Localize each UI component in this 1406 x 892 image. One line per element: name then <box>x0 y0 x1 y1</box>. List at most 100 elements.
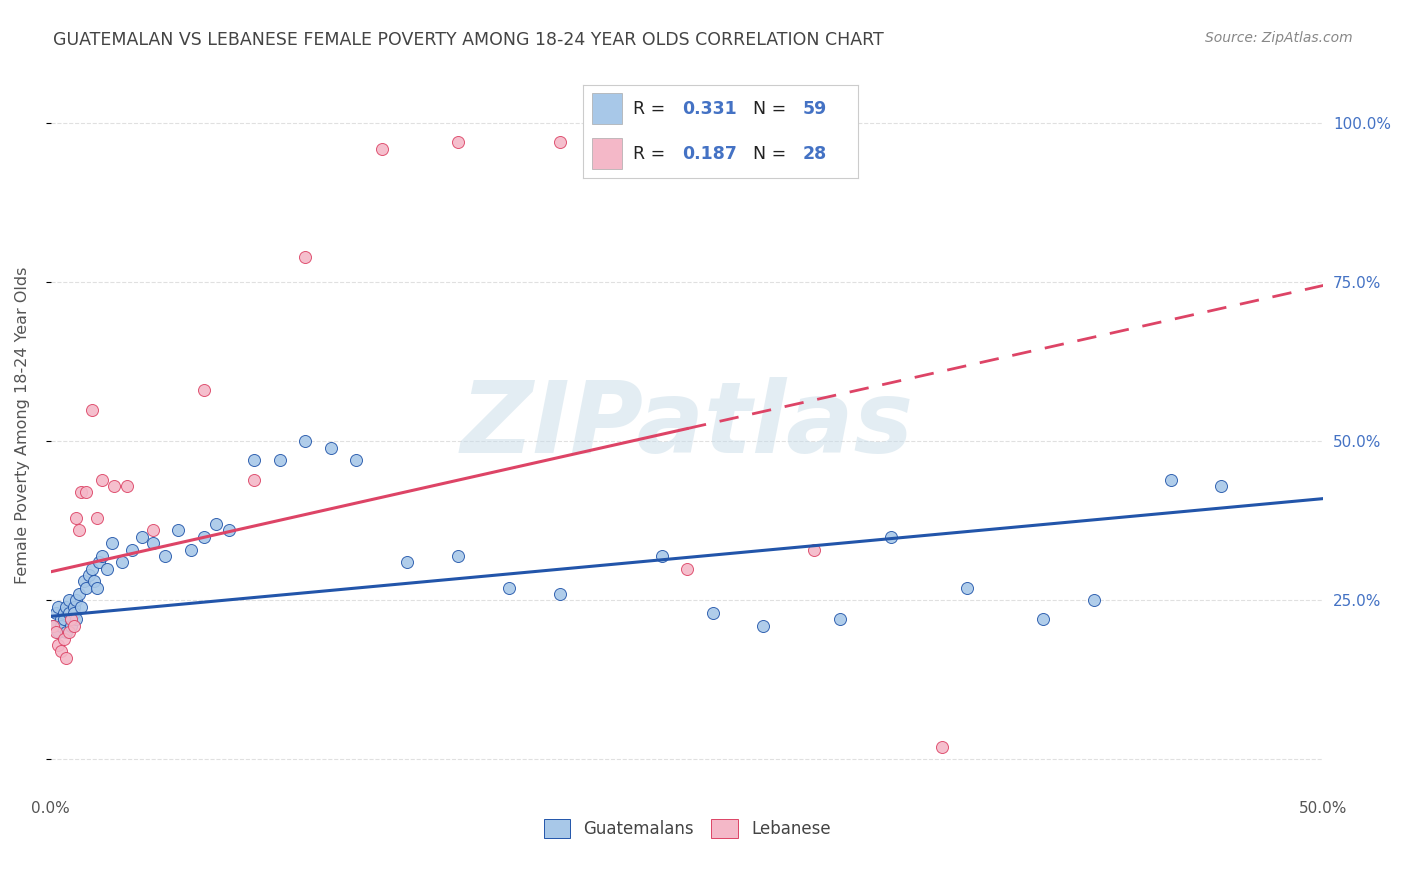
Point <box>48 625 70 640</box>
Point <box>676 561 699 575</box>
Point <box>142 536 165 550</box>
Point <box>45 606 67 620</box>
Text: R =: R = <box>633 100 671 118</box>
Point <box>498 581 520 595</box>
Text: N =: N = <box>754 100 792 118</box>
Point <box>103 479 125 493</box>
Point <box>42 619 65 633</box>
Point <box>52 632 75 646</box>
Point <box>879 530 901 544</box>
Text: GUATEMALAN VS LEBANESE FEMALE POVERTY AMONG 18-24 YEAR OLDS CORRELATION CHART: GUATEMALAN VS LEBANESE FEMALE POVERTY AM… <box>53 31 884 49</box>
FancyBboxPatch shape <box>592 138 621 169</box>
Point <box>269 453 291 467</box>
Point <box>58 593 80 607</box>
Point <box>344 453 367 467</box>
Legend: Guatemalans, Lebanese: Guatemalans, Lebanese <box>537 813 837 845</box>
Point <box>803 542 825 557</box>
Point <box>45 625 67 640</box>
FancyBboxPatch shape <box>592 93 621 124</box>
Point <box>931 739 953 754</box>
Point <box>70 485 93 500</box>
Point <box>752 619 775 633</box>
Point <box>243 453 266 467</box>
Point <box>447 549 470 563</box>
Point <box>89 555 111 569</box>
Point <box>956 581 979 595</box>
Point <box>48 638 70 652</box>
Point <box>67 524 90 538</box>
Point <box>167 524 190 538</box>
Point <box>115 479 138 493</box>
Point <box>49 619 72 633</box>
Point <box>1083 593 1105 607</box>
Point <box>828 612 851 626</box>
Point <box>548 136 571 150</box>
Point <box>86 510 108 524</box>
Point <box>73 574 96 589</box>
Point <box>48 599 70 614</box>
Point <box>52 612 75 626</box>
Point <box>243 473 266 487</box>
Point <box>62 606 84 620</box>
Point <box>155 549 177 563</box>
Point <box>75 581 97 595</box>
Point <box>702 606 724 620</box>
Point <box>55 650 77 665</box>
Point <box>651 549 673 563</box>
Point <box>131 530 153 544</box>
Point <box>62 619 84 633</box>
Point <box>65 593 87 607</box>
Text: 28: 28 <box>803 145 827 162</box>
Text: 0.187: 0.187 <box>682 145 737 162</box>
Point <box>193 530 215 544</box>
Point <box>1032 612 1054 626</box>
Point <box>52 606 75 620</box>
Point <box>111 555 134 569</box>
Point <box>80 561 103 575</box>
Point <box>319 441 342 455</box>
Point <box>294 434 316 449</box>
Point <box>67 587 90 601</box>
Point <box>218 524 240 538</box>
Point <box>205 517 228 532</box>
Point <box>60 619 83 633</box>
Point <box>96 561 118 575</box>
Point <box>58 625 80 640</box>
Point <box>294 250 316 264</box>
Point <box>142 524 165 538</box>
Point <box>77 568 100 582</box>
Point <box>101 536 124 550</box>
Point <box>60 612 83 626</box>
Point <box>65 510 87 524</box>
Point <box>80 402 103 417</box>
Point <box>65 612 87 626</box>
Y-axis label: Female Poverty Among 18-24 Year Olds: Female Poverty Among 18-24 Year Olds <box>15 267 30 584</box>
Text: N =: N = <box>754 145 792 162</box>
Point <box>370 142 392 156</box>
Text: 59: 59 <box>803 100 827 118</box>
Point <box>1211 479 1233 493</box>
Point <box>58 606 80 620</box>
Point <box>396 555 419 569</box>
Point <box>90 549 112 563</box>
Point <box>83 574 105 589</box>
Point <box>121 542 143 557</box>
Point <box>447 136 470 150</box>
Point <box>180 542 202 557</box>
Point <box>75 485 97 500</box>
Point <box>1160 473 1182 487</box>
Point <box>55 599 77 614</box>
Point <box>55 625 77 640</box>
Point <box>49 612 72 626</box>
Point <box>60 612 83 626</box>
Text: Source: ZipAtlas.com: Source: ZipAtlas.com <box>1205 31 1353 45</box>
Point <box>49 644 72 658</box>
Point <box>86 581 108 595</box>
Point <box>90 473 112 487</box>
Point <box>70 599 93 614</box>
Point <box>42 619 65 633</box>
Point <box>193 384 215 398</box>
Text: R =: R = <box>633 145 671 162</box>
Text: 0.331: 0.331 <box>682 100 737 118</box>
Point <box>62 599 84 614</box>
